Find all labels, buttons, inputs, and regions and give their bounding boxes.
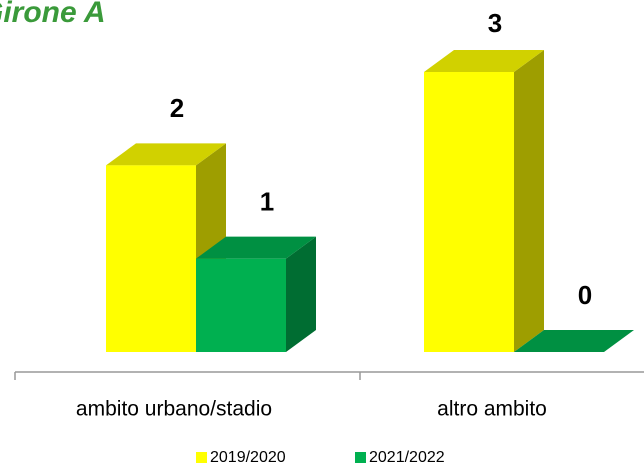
bar-top <box>106 143 226 166</box>
bar-top <box>514 330 634 352</box>
chart-title: Girone A <box>0 0 106 29</box>
legend-swatch <box>355 452 366 463</box>
legend-label: 2019/2020 <box>210 449 286 466</box>
bar <box>106 165 196 352</box>
data-label: 0 <box>578 280 592 310</box>
data-label: 1 <box>260 187 274 217</box>
legend-swatch <box>196 452 207 463</box>
data-label: 3 <box>488 8 502 38</box>
bar-side <box>514 50 544 352</box>
bar <box>424 72 514 352</box>
bar <box>196 258 286 352</box>
bar-top <box>424 50 544 72</box>
bar-side <box>286 236 316 352</box>
x-tick-label: altro ambito <box>437 398 547 421</box>
bar-top <box>196 236 316 259</box>
data-label: 2 <box>170 93 184 123</box>
legend-label: 2021/2022 <box>369 449 445 466</box>
x-tick-label: ambito urbano/stadio <box>76 398 272 421</box>
